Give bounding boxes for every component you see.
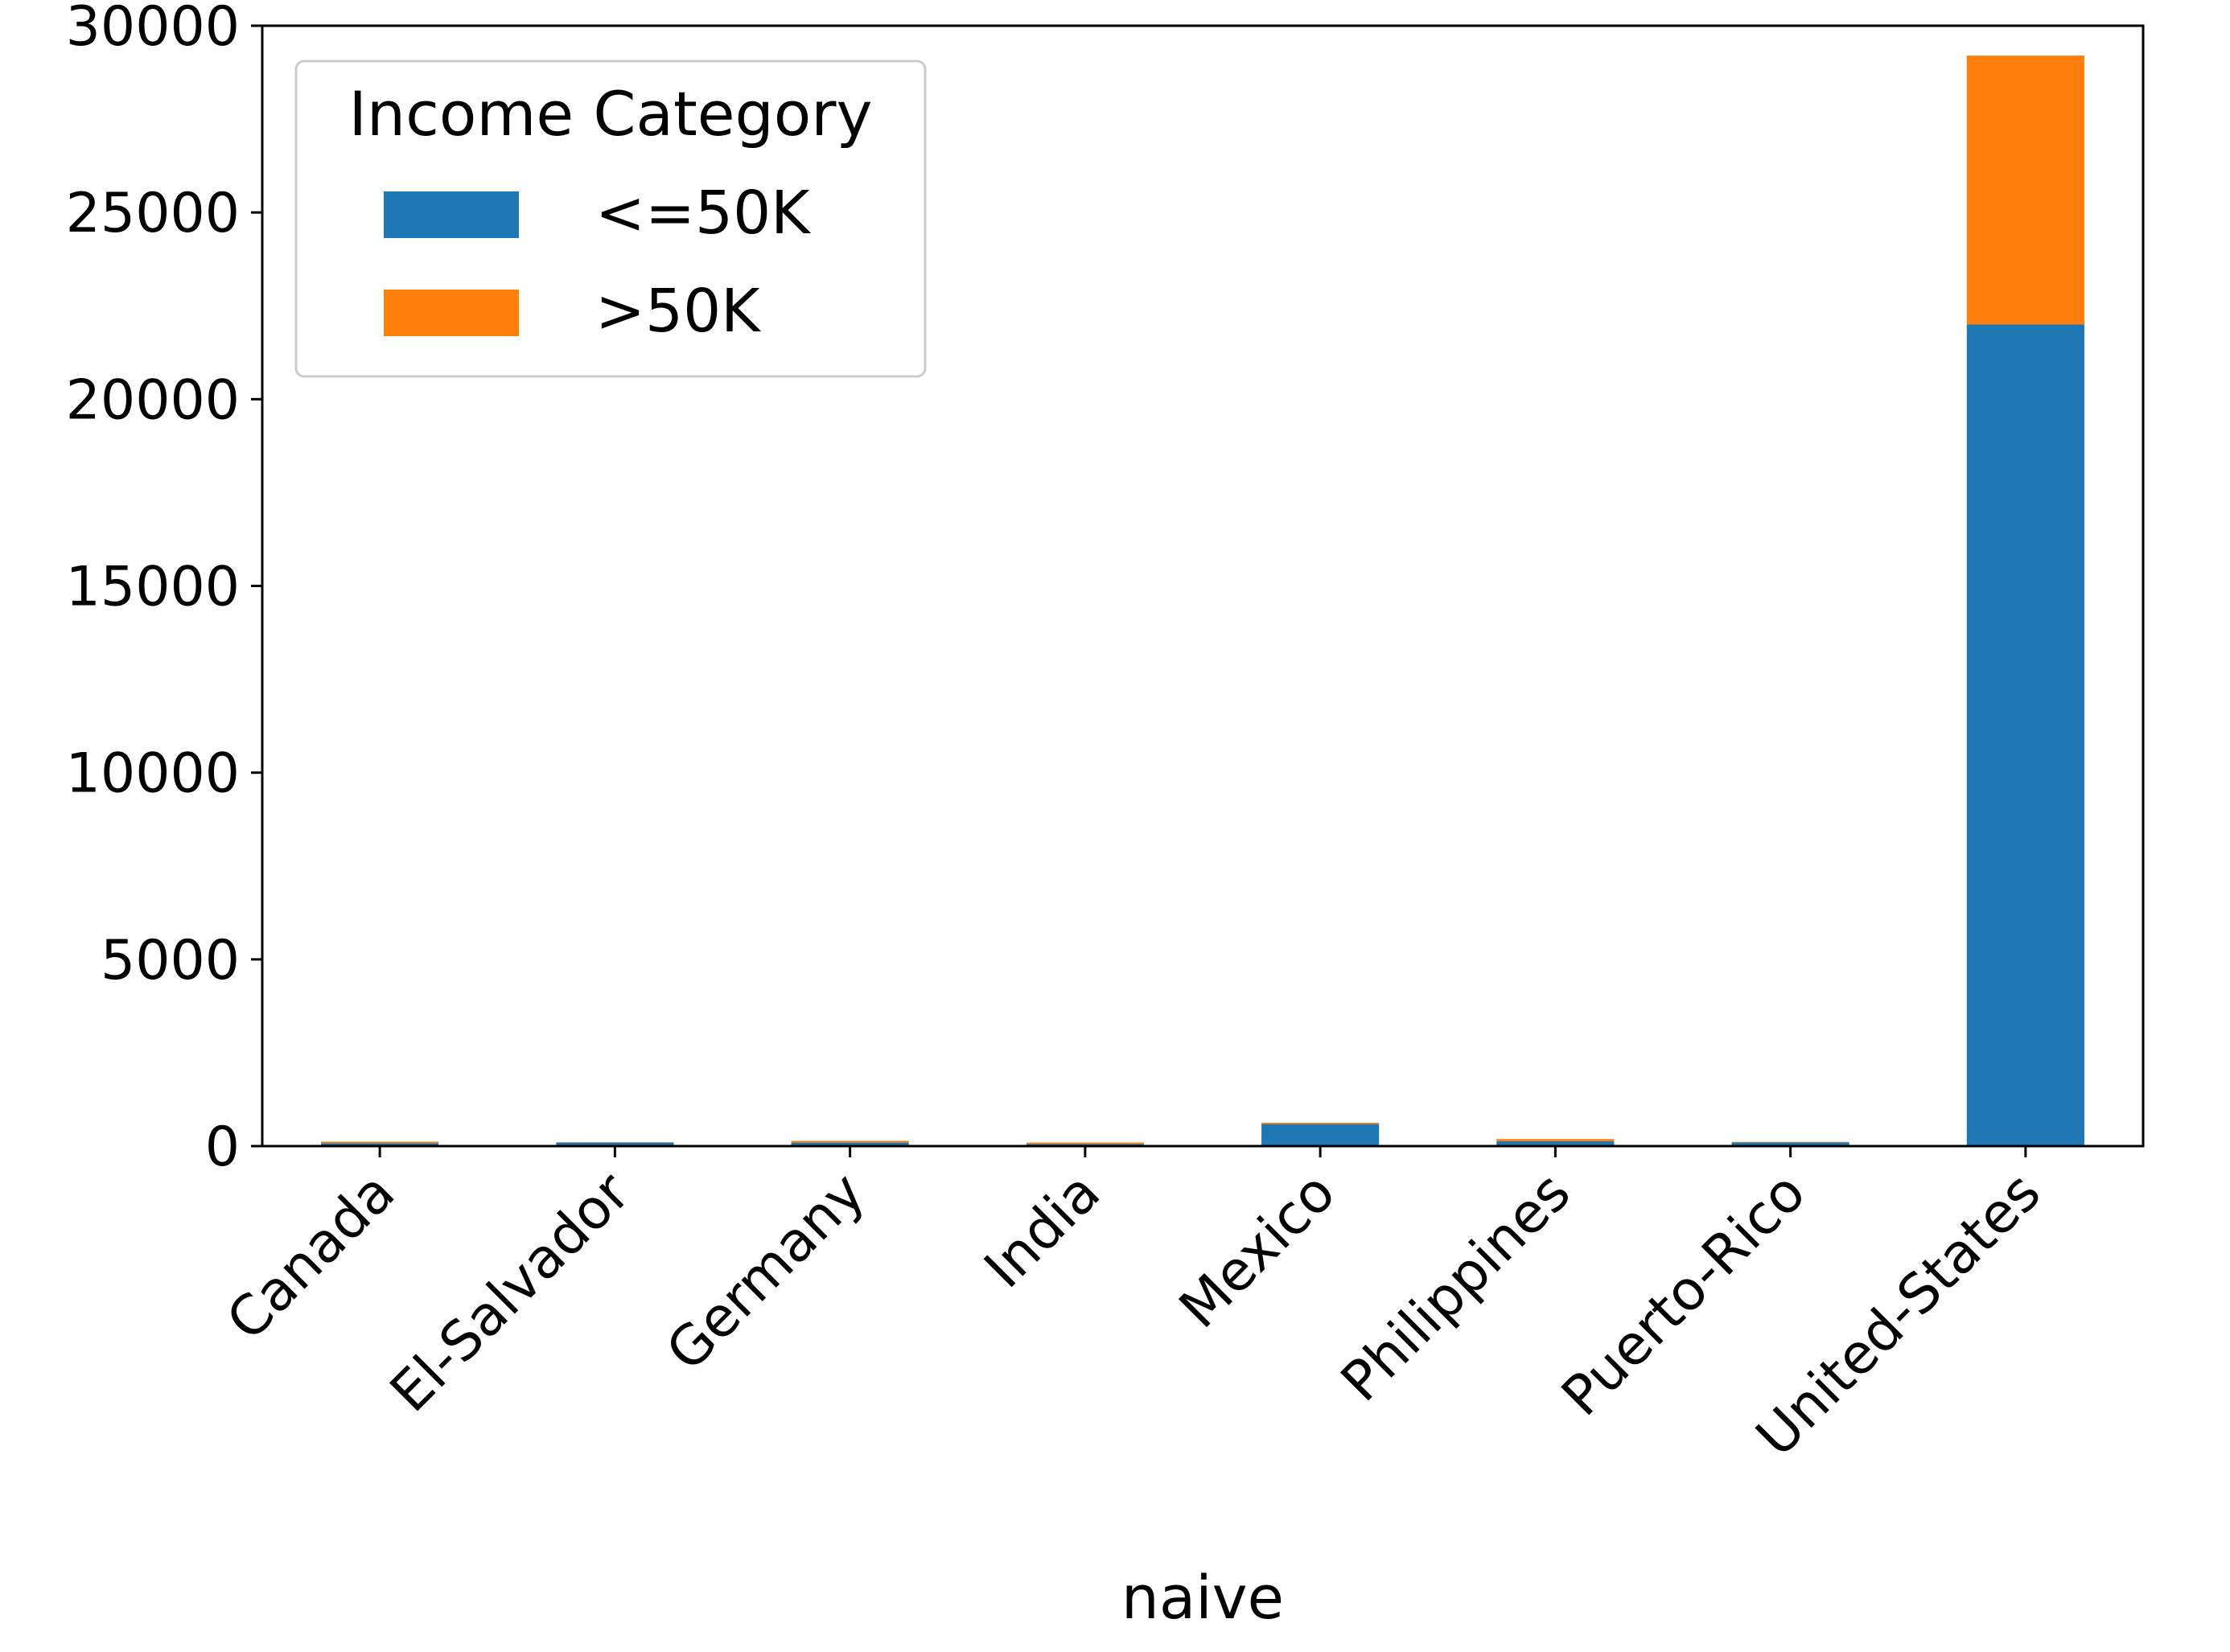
legend-label-1: >50K [595, 277, 762, 346]
x-axis-title: naive [1121, 1564, 1284, 1633]
bar-canada-series-1 [321, 1141, 439, 1144]
legend: Income Category <=50K >50K [294, 60, 927, 378]
legend-swatch-0 [384, 191, 519, 238]
y-tick-label: 0 [205, 1116, 240, 1179]
bar-el-salvador-series-0 [556, 1142, 674, 1146]
y-tick-label: 25000 [66, 182, 240, 245]
legend-swatch-1 [384, 290, 519, 336]
y-tick-label: 30000 [66, 0, 240, 59]
bar-philippines-series-1 [1496, 1139, 1615, 1141]
bar-germany-series-1 [791, 1140, 909, 1143]
legend-title: Income Category [349, 78, 873, 150]
y-tick-label: 10000 [66, 742, 240, 806]
y-tick-label: 5000 [101, 929, 240, 992]
bar-puerto-rico-series-0 [1731, 1142, 1849, 1146]
bar-germany-series-0 [791, 1142, 909, 1146]
legend-label-0: <=50K [595, 179, 812, 248]
y-tick-label: 20000 [66, 368, 240, 432]
bar-philippines-series-0 [1496, 1140, 1615, 1146]
bar-india-series-1 [1026, 1142, 1144, 1144]
bar-canada-series-0 [321, 1143, 439, 1146]
bar-united-states-series-0 [1966, 324, 2084, 1146]
y-axis: 0 5000 10000 15000 20000 25000 30000 [66, 0, 262, 1179]
bar-mexico-series-0 [1261, 1124, 1380, 1146]
bar-puerto-rico-series-1 [1731, 1141, 1849, 1143]
bar-united-states-series-1 [1966, 55, 2084, 325]
bar-mexico-series-1 [1261, 1122, 1380, 1124]
legend-items: <=50K >50K [384, 179, 812, 346]
y-tick-label: 15000 [66, 556, 240, 619]
